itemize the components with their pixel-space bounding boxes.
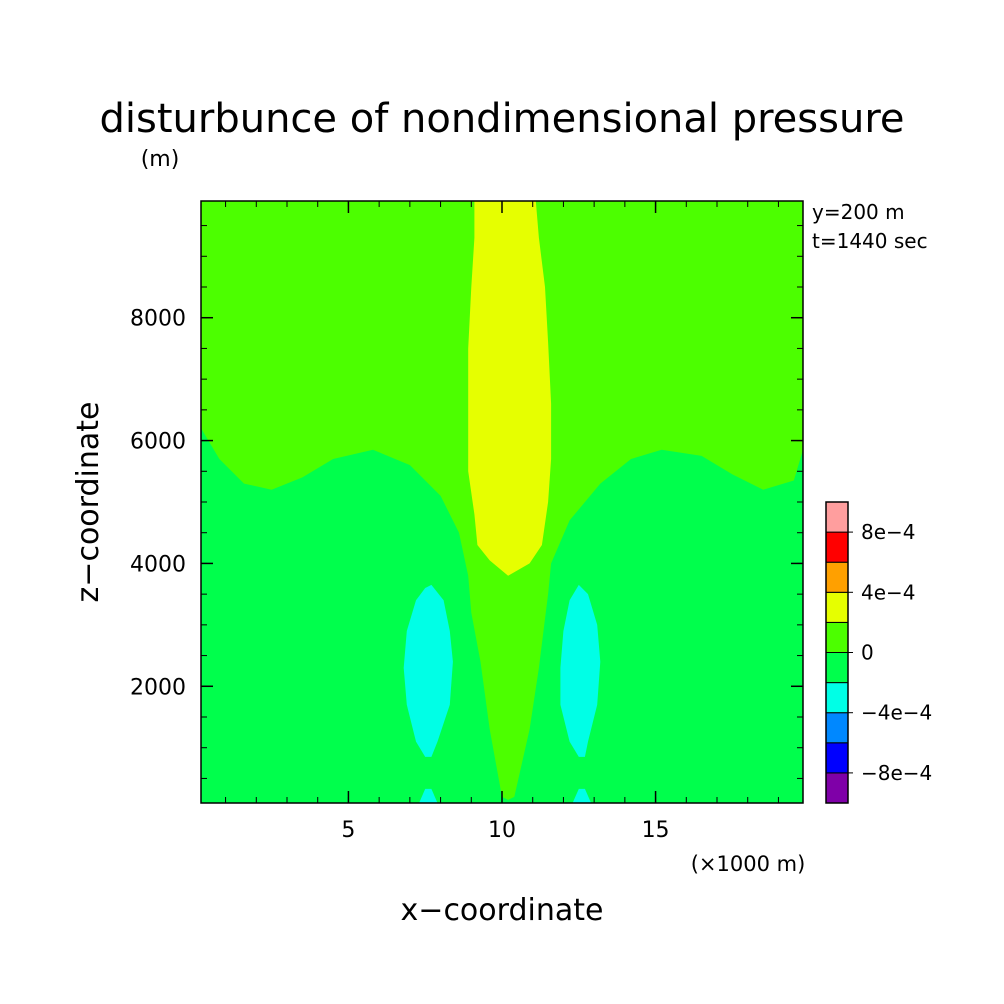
annotation-y: y=200 m bbox=[812, 200, 905, 224]
annotation-t: t=1440 sec bbox=[812, 229, 928, 253]
colorbar-segment bbox=[825, 501, 849, 533]
colorbar-label: 8e−4 bbox=[861, 520, 916, 544]
colorbar-label: −4e−4 bbox=[861, 701, 932, 725]
colorbar-segment bbox=[825, 712, 849, 744]
x-tick-label: 5 bbox=[341, 818, 355, 843]
colorbar-segment bbox=[825, 652, 849, 684]
y-tick-label: 2000 bbox=[130, 675, 186, 700]
x-axis-label: x−coordinate bbox=[401, 893, 604, 928]
colorbar-segment bbox=[825, 682, 849, 714]
contour-region-5 bbox=[572, 788, 592, 803]
x-tick-label: 10 bbox=[488, 818, 516, 843]
colorbar-segment bbox=[825, 772, 849, 804]
colorbar-label: −8e−4 bbox=[861, 761, 932, 785]
contour-region-3 bbox=[560, 584, 601, 757]
colorbar-segment bbox=[825, 742, 849, 774]
colorbar-segment bbox=[825, 531, 849, 563]
colorbar-segment bbox=[825, 591, 849, 623]
colorbar-segment bbox=[825, 561, 849, 593]
y-tick-label: 4000 bbox=[130, 552, 186, 577]
y-tick-label: 8000 bbox=[130, 307, 186, 332]
contour-region-4 bbox=[419, 788, 438, 803]
contour-regions bbox=[201, 201, 803, 803]
x-unit-note: (×1000 m) bbox=[691, 852, 806, 876]
contour-region-1 bbox=[468, 201, 552, 576]
y-tick-label: 6000 bbox=[130, 430, 186, 455]
unit-label: (m) bbox=[141, 147, 180, 172]
contour-region-2 bbox=[403, 584, 453, 757]
y-axis-label: z−coordinate bbox=[71, 402, 106, 603]
colorbar-label: 0 bbox=[861, 641, 874, 665]
chart-title: disturbunce of nondimensional pressure bbox=[100, 96, 905, 142]
colorbar-label: 4e−4 bbox=[861, 580, 916, 604]
colorbar-segment bbox=[825, 621, 849, 654]
x-tick-label: 15 bbox=[642, 818, 670, 843]
